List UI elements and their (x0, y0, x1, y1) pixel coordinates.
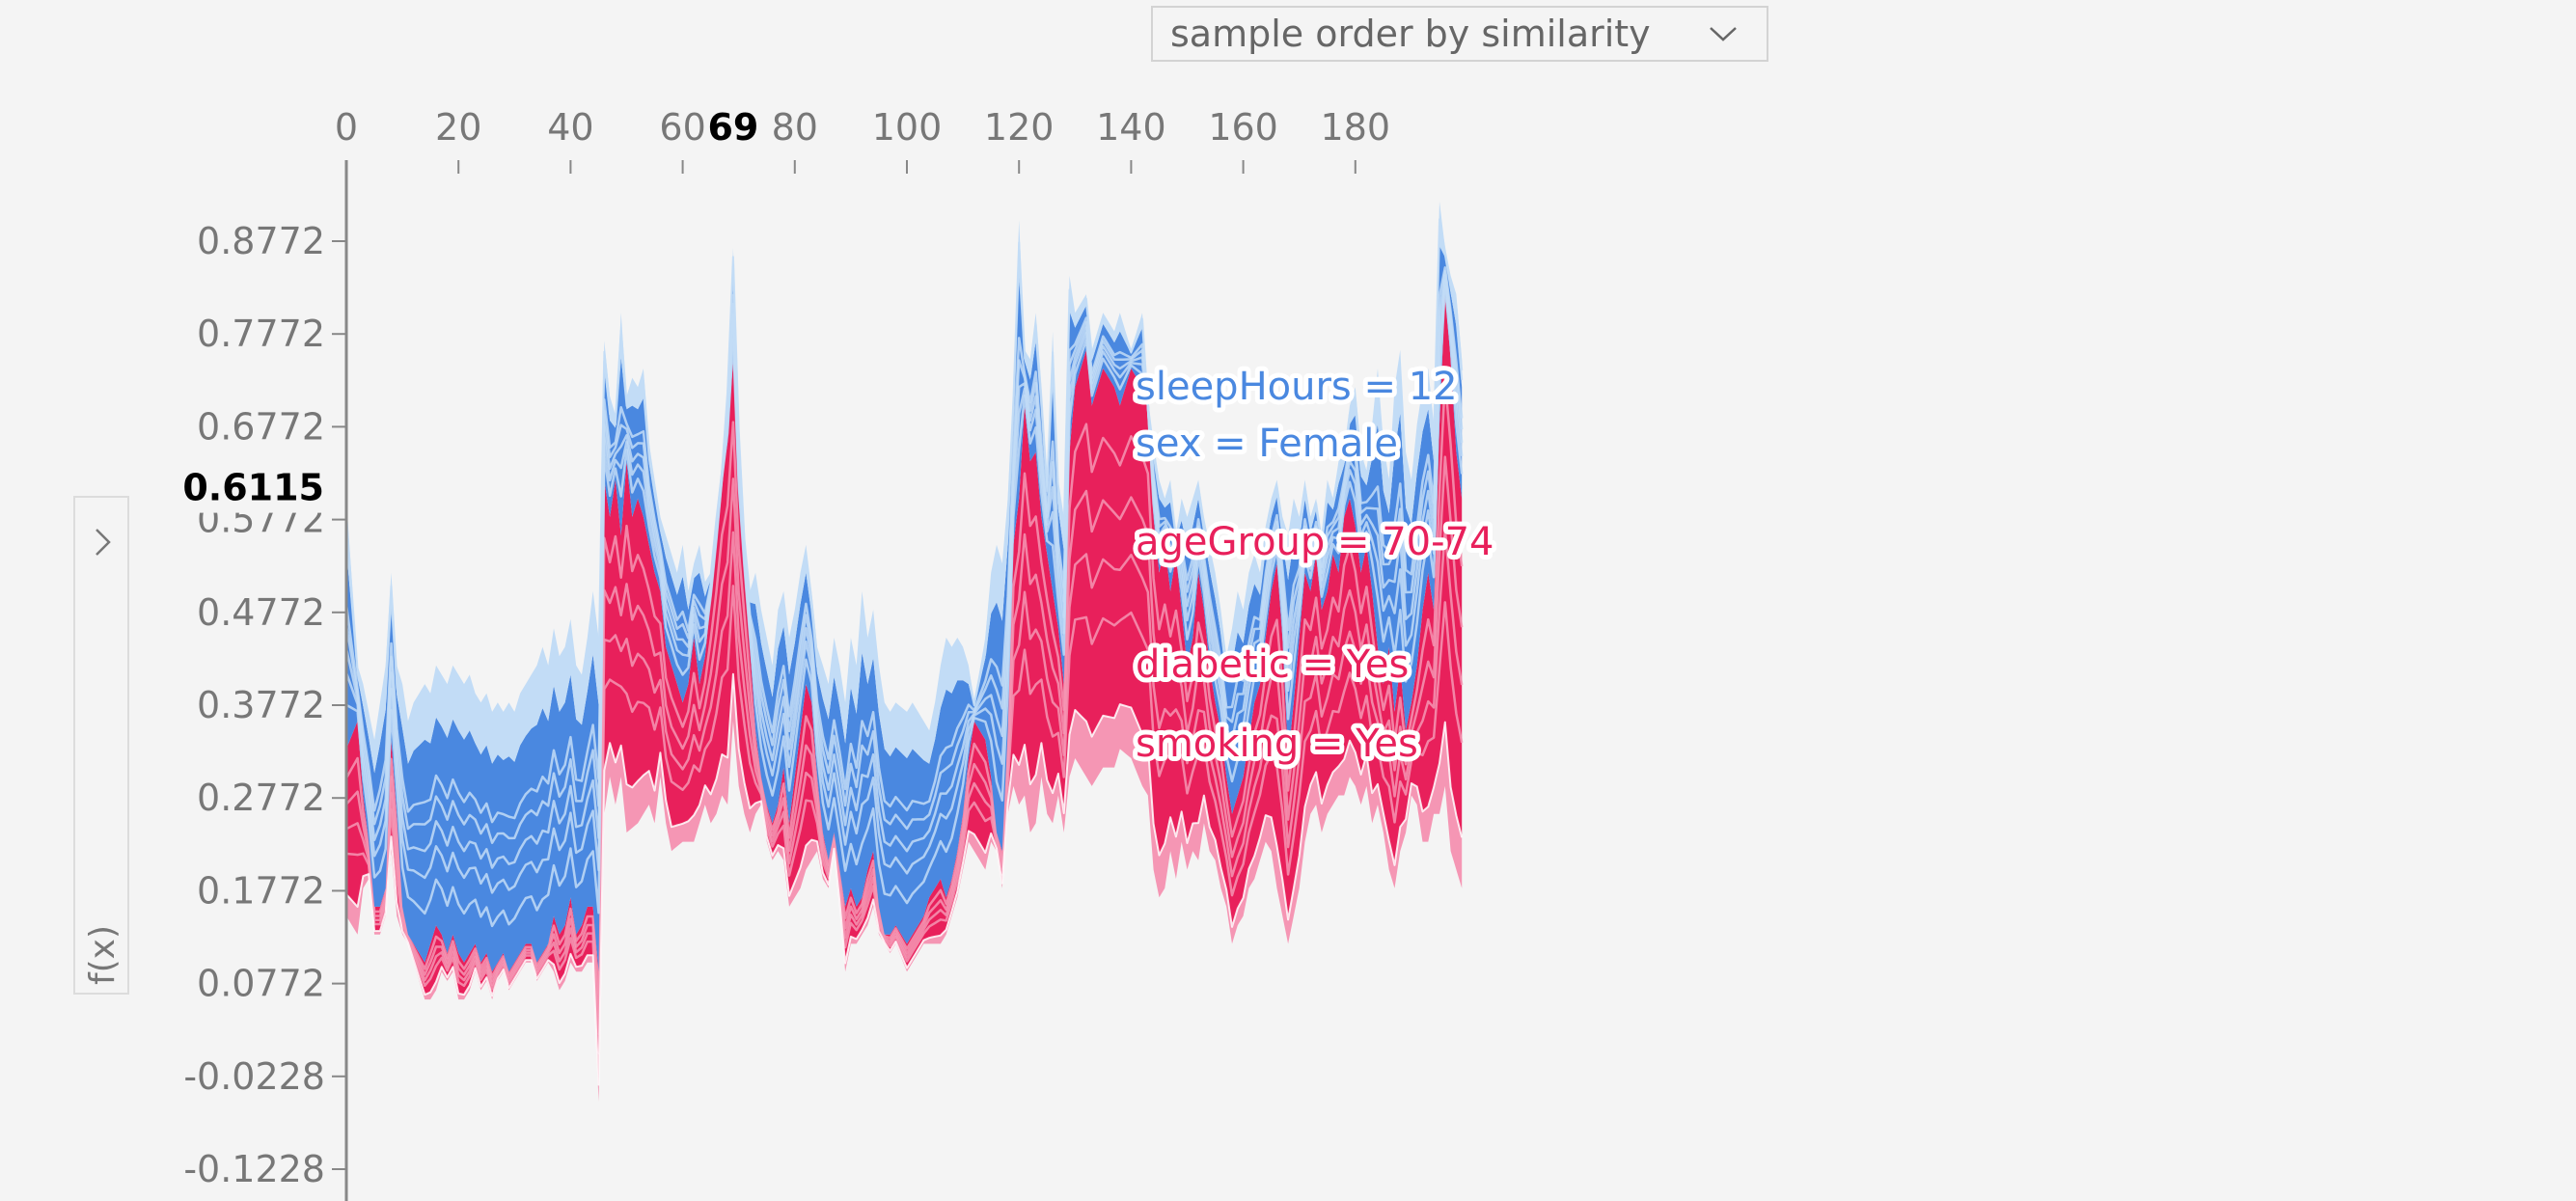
positive-major-area (346, 294, 1463, 1085)
highlight-marker: 69 0.6115 (182, 104, 758, 513)
chevron-right-icon (96, 529, 111, 556)
y-tick-label: -0.1228 (183, 1148, 325, 1190)
highlight-x-label: 69 (707, 106, 758, 149)
x-tick-label: 20 (435, 106, 481, 149)
y-tick-label: 0.3772 (197, 684, 325, 726)
x-tick-label: 160 (1208, 106, 1278, 149)
y-tick-label: 0.8772 (197, 220, 325, 262)
negative-separator-line (345, 285, 1464, 928)
y-tick-label: 0.0772 (197, 963, 325, 1005)
feature-labels: sleepHours = 12 sex = Female ageGroup = 70… (1131, 360, 1498, 771)
x-tick-label: 180 (1321, 106, 1391, 149)
highlight-value-background (189, 460, 332, 513)
negative-separator-line (344, 266, 1464, 824)
feature-panel-toggle[interactable] (73, 496, 129, 995)
negative-separator-line (345, 218, 1464, 754)
y-tick-label: 0.2772 (197, 777, 325, 819)
y-tick-label: 0.6772 (197, 405, 325, 448)
x-tick-label: 140 (1096, 106, 1166, 149)
highlight-x-background (707, 104, 758, 152)
chevron-down-icon (1710, 27, 1737, 41)
sample-order-select[interactable]: sample order by similarity (1151, 6, 1768, 62)
highlight-value-label: 0.6115 (182, 467, 324, 509)
y-tick-label: 0.7772 (197, 313, 325, 355)
x-tick-label: 100 (872, 106, 943, 149)
chart-areas (344, 201, 1464, 1102)
y-axis: 0.87720.77720.67720.57720.47720.37720.27… (183, 160, 348, 1201)
feature-label: sleepHours = 12 (1136, 365, 1458, 409)
x-tick-label: 40 (547, 106, 593, 149)
x-tick-label: 80 (772, 106, 818, 149)
feature-label: diabetic = Yes (1136, 642, 1409, 687)
y-tick-label: 0.1772 (197, 869, 325, 912)
negative-separator-line (344, 269, 1464, 844)
x-tick-label: 120 (984, 106, 1055, 149)
negative-separator-line (344, 279, 1464, 894)
y-tick-label: -0.0228 (183, 1055, 325, 1098)
feature-label: ageGroup = 70-74 (1136, 520, 1494, 564)
sample-order-select-value: sample order by similarity (1170, 13, 1651, 55)
feature-label: sex = Female (1136, 422, 1398, 466)
x-tick-label: 60 (659, 106, 705, 149)
positive-boundary-line (345, 672, 1464, 1086)
positive-separator-line (344, 378, 1464, 996)
x-axis: 0 20 40 60 80 100 120 140 160 180 (335, 106, 1390, 174)
negative-separator-line (344, 274, 1464, 869)
x-tick-label: 0 (335, 106, 358, 149)
negative-separator-line (345, 233, 1464, 766)
feature-label: smoking = Yes (1136, 722, 1418, 766)
y-tick-label: 0.4772 (197, 591, 325, 634)
